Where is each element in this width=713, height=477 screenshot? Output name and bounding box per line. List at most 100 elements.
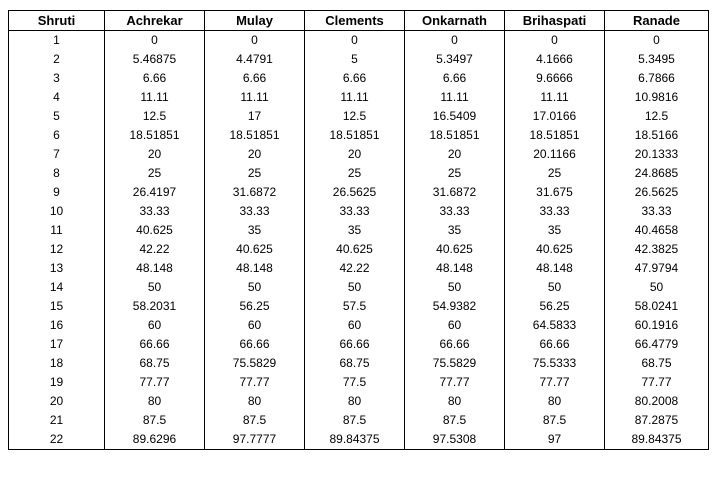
table-body: 1 0 0 0 0 0 0 2 5.46875 4.4791 5 5.3497 4.1666 5.3495… [8,30,709,450]
table-cell: 54.9382 [404,297,505,316]
table-row: 7 20 20 20 20 20.1166 20.1333 [8,145,709,164]
table-row: 6 18.51851 18.51851 18.51851 18.51851 18.5185… [8,126,709,145]
table-cell: 20 [204,145,305,164]
table-cell: 35 [404,221,505,240]
shruti-number-cell: 13 [8,259,105,278]
table-cell: 42.3825 [604,240,709,259]
table-cell: 33.33 [204,202,305,221]
table-cell: 18.51851 [104,126,205,145]
shruti-number-cell: 21 [8,411,105,430]
table-cell: 18.51851 [304,126,405,145]
shruti-number-cell: 12 [8,240,105,259]
table-cell: 18.5166 [604,126,709,145]
shruti-number-cell: 14 [8,278,105,297]
table-cell: 20.1166 [504,145,605,164]
table-cell: 31.675 [504,183,605,202]
table-cell: 0 [104,30,205,50]
table-cell: 75.5829 [404,354,505,373]
table-cell: 42.22 [304,259,405,278]
table-cell: 25 [204,164,305,183]
table-cell: 6.66 [104,69,205,88]
table-cell: 33.33 [504,202,605,221]
table-cell: 0 [404,30,505,50]
table-cell: 50 [204,278,305,297]
shruti-number-cell: 1 [8,30,105,50]
table-row: 5 12.5 17 12.5 16.5409 17.0166 12.5 [8,107,709,126]
shruti-number-cell: 9 [8,183,105,202]
table-cell: 89.84375 [304,430,405,450]
table-row: 21 87.5 87.5 87.5 87.5 87.5 87.2875 [8,411,709,430]
table-cell: 25 [504,164,605,183]
table-row: 10 33.33 33.33 33.33 33.33 33.33 33.33 [8,202,709,221]
table-cell: 97.7777 [204,430,305,450]
table-cell: 77.77 [604,373,709,392]
table-cell: 5.3495 [604,50,709,69]
table-cell: 80 [304,392,405,411]
table-cell: 48.148 [404,259,505,278]
table-cell: 5.46875 [104,50,205,69]
table-row: 13 48.148 48.148 42.22 48.148 48.148 47.9794 [8,259,709,278]
table-cell: 20.1333 [604,145,709,164]
shruti-number-cell: 15 [8,297,105,316]
table-cell: 77.77 [404,373,505,392]
table-cell: 11.11 [304,88,405,107]
table-cell: 4.4791 [204,50,305,69]
table-cell: 5 [304,50,405,69]
table-cell: 57.5 [304,297,405,316]
table-row: 16 60 60 60 60 64.5833 60.1916 [8,316,709,335]
table-cell: 50 [504,278,605,297]
table-cell: 12.5 [104,107,205,126]
table-cell: 20 [404,145,505,164]
table-cell: 9.6666 [504,69,605,88]
table-cell: 4.1666 [504,50,605,69]
table-cell: 18.51851 [204,126,305,145]
shruti-number-cell: 2 [8,50,105,69]
table-cell: 40.625 [304,240,405,259]
shruti-number-cell: 3 [8,69,105,88]
table-cell: 26.4197 [104,183,205,202]
table-cell: 6.7866 [604,69,709,88]
table-row: 14 50 50 50 50 50 50 [8,278,709,297]
table-row: 3 6.66 6.66 6.66 6.66 9.6666 6.7866 [8,69,709,88]
table-cell: 20 [104,145,205,164]
table-cell: 25 [104,164,205,183]
table-cell: 47.9794 [604,259,709,278]
table-cell: 0 [204,30,305,50]
table-cell: 80 [504,392,605,411]
table-cell: 33.33 [104,202,205,221]
table-cell: 66.66 [204,335,305,354]
table-cell: 11.11 [104,88,205,107]
shruti-number-cell: 5 [8,107,105,126]
table-header: Shruti Achrekar Mulay Clements Onkarnath Brih… [8,10,709,31]
table-cell: 40.4658 [604,221,709,240]
table-cell: 68.75 [304,354,405,373]
table-cell: 48.148 [204,259,305,278]
table-cell: 12.5 [304,107,405,126]
table-cell: 11.11 [404,88,505,107]
table-row: 2 5.46875 4.4791 5 5.3497 4.1666 5.3495 [8,50,709,69]
table-cell: 35 [204,221,305,240]
table-cell: 12.5 [604,107,709,126]
table-cell: 25 [304,164,405,183]
table-cell: 33.33 [404,202,505,221]
table-cell: 24.8685 [604,164,709,183]
table-cell: 20 [304,145,405,164]
table-cell: 50 [404,278,505,297]
table-cell: 87.5 [304,411,405,430]
table-cell: 60 [304,316,405,335]
table-cell: 0 [304,30,405,50]
column-header-ranade: Ranade [604,10,709,31]
table-cell: 66.66 [504,335,605,354]
table-cell: 64.5833 [504,316,605,335]
table-cell: 56.25 [204,297,305,316]
table-cell: 16.5409 [404,107,505,126]
header-row: Shruti Achrekar Mulay Clements Onkarnath Brih… [8,10,709,31]
table-cell: 68.75 [604,354,709,373]
table-row: 4 11.11 11.11 11.11 11.11 11.11 10.9816 [8,88,709,107]
column-header-shruti: Shruti [8,10,105,31]
shruti-number-cell: 16 [8,316,105,335]
table-cell: 0 [604,30,709,50]
table-cell: 80 [204,392,305,411]
table-cell: 48.148 [504,259,605,278]
